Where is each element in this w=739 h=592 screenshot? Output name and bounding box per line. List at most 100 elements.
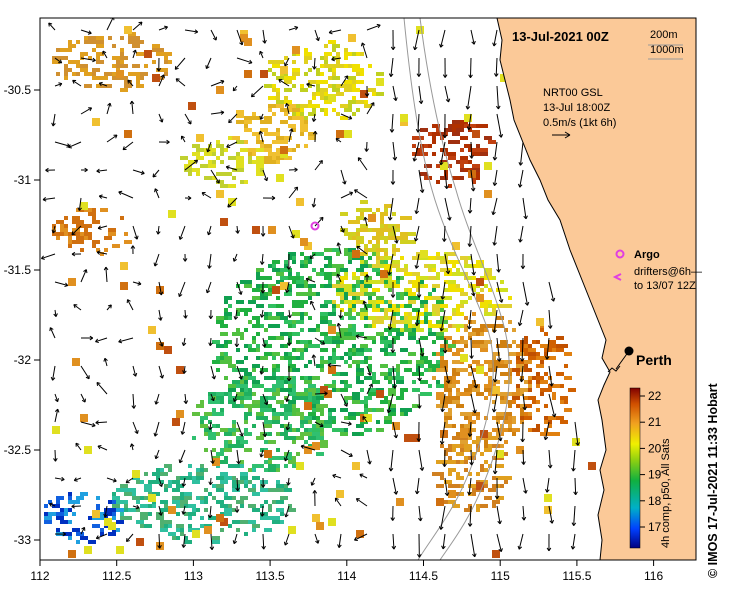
sst-pixel xyxy=(76,220,84,224)
sst-pixel xyxy=(92,68,100,72)
contour-legend-1000m: 1000m xyxy=(650,44,684,56)
sst-pixel xyxy=(52,426,60,434)
sst-pixel xyxy=(280,140,288,144)
sst-pixel xyxy=(336,280,340,284)
sst-pixel xyxy=(276,484,284,488)
sst-pixel xyxy=(448,444,452,448)
sst-pixel xyxy=(436,300,444,304)
sst-pixel xyxy=(328,360,336,364)
sst-pixel xyxy=(456,160,460,164)
sst-pixel xyxy=(392,316,396,320)
sst-pixel xyxy=(276,136,280,140)
sst-pixel xyxy=(192,152,200,156)
sst-pixel xyxy=(72,228,80,232)
sst-pixel xyxy=(328,320,332,324)
sst-pixel xyxy=(128,72,132,76)
sst-pixel xyxy=(384,344,388,348)
sst-pixel xyxy=(280,432,288,436)
sst-pixel xyxy=(232,424,236,428)
sst-pixel xyxy=(524,360,532,364)
sst-pixel xyxy=(264,120,272,124)
sst-pixel xyxy=(376,272,380,276)
sst-pixel xyxy=(376,300,384,304)
sst-pixel xyxy=(232,488,240,492)
sst-pixel xyxy=(112,244,120,248)
current-arrow xyxy=(336,273,342,283)
sst-pixel xyxy=(356,236,364,240)
sst-pixel xyxy=(396,372,400,376)
sst-pixel xyxy=(296,116,304,120)
sst-pixel xyxy=(60,56,68,60)
current-arrow xyxy=(42,197,56,202)
sst-pixel xyxy=(56,528,60,532)
sst-pixel xyxy=(240,496,248,500)
sst-pixel xyxy=(228,340,232,344)
sst-pixel xyxy=(344,64,348,68)
sst-pixel xyxy=(352,396,360,400)
sst-pixel xyxy=(444,460,452,464)
sst-pixel xyxy=(140,524,144,528)
current-arrow xyxy=(574,421,580,446)
sst-pixel xyxy=(112,56,120,60)
sst-pixel xyxy=(376,268,380,272)
sst-pixel xyxy=(60,232,64,236)
current-arrow xyxy=(388,57,394,78)
sst-pixel xyxy=(164,520,172,524)
current-arrow xyxy=(469,449,474,466)
sst-pixel xyxy=(56,48,60,52)
sst-pixel xyxy=(496,288,500,292)
sst-pixel xyxy=(288,452,292,456)
current-arrow xyxy=(309,300,316,311)
sst-pixel xyxy=(288,124,296,128)
current-arrow xyxy=(95,533,108,540)
sst-pixel xyxy=(256,140,264,144)
sst-pixel xyxy=(68,550,76,558)
sst-pixel xyxy=(248,488,256,492)
sst-pixel xyxy=(484,388,492,392)
sst-pixel xyxy=(544,494,552,502)
sst-pixel xyxy=(220,152,224,156)
sst-pixel xyxy=(112,76,116,80)
sst-pixel xyxy=(324,300,332,304)
sst-pixel xyxy=(412,308,420,312)
sst-pixel xyxy=(236,160,244,164)
current-arrow xyxy=(106,102,112,115)
sst-pixel xyxy=(428,332,436,336)
sst-pixel xyxy=(472,130,480,138)
sst-pixel xyxy=(224,352,228,356)
sst-pixel xyxy=(488,444,492,448)
sst-pixel xyxy=(252,492,260,496)
sst-pixel xyxy=(276,376,280,380)
sst-pixel xyxy=(456,328,460,332)
current-arrow xyxy=(470,169,476,192)
sst-pixel xyxy=(316,416,320,420)
sst-pixel xyxy=(316,88,320,92)
sst-pixel xyxy=(304,388,308,392)
sst-pixel xyxy=(464,344,468,348)
sst-pixel xyxy=(288,108,292,112)
sst-pixel xyxy=(552,392,556,396)
sst-pixel xyxy=(320,320,328,324)
sst-pixel xyxy=(456,348,464,352)
sst-pixel xyxy=(424,264,428,268)
sst-pixel xyxy=(340,336,348,340)
sst-pixel xyxy=(144,484,152,488)
sst-pixel xyxy=(100,516,104,520)
sst-pixel xyxy=(304,446,312,454)
sst-pixel xyxy=(380,336,384,340)
sst-pixel xyxy=(160,524,164,528)
sst-pixel xyxy=(448,156,456,160)
sst-pixel xyxy=(492,356,496,360)
sst-pixel xyxy=(240,500,244,504)
sst-pixel xyxy=(336,292,344,296)
sst-pixel xyxy=(544,416,548,420)
sst-pixel xyxy=(164,488,168,492)
sst-pixel xyxy=(320,312,328,316)
sst-pixel xyxy=(464,264,472,268)
sst-pixel xyxy=(252,468,256,472)
sst-pixel xyxy=(408,240,416,244)
sst-pixel xyxy=(292,368,300,372)
sst-pixel xyxy=(560,344,568,348)
sst-pixel xyxy=(352,272,356,276)
sst-pixel xyxy=(436,368,444,372)
